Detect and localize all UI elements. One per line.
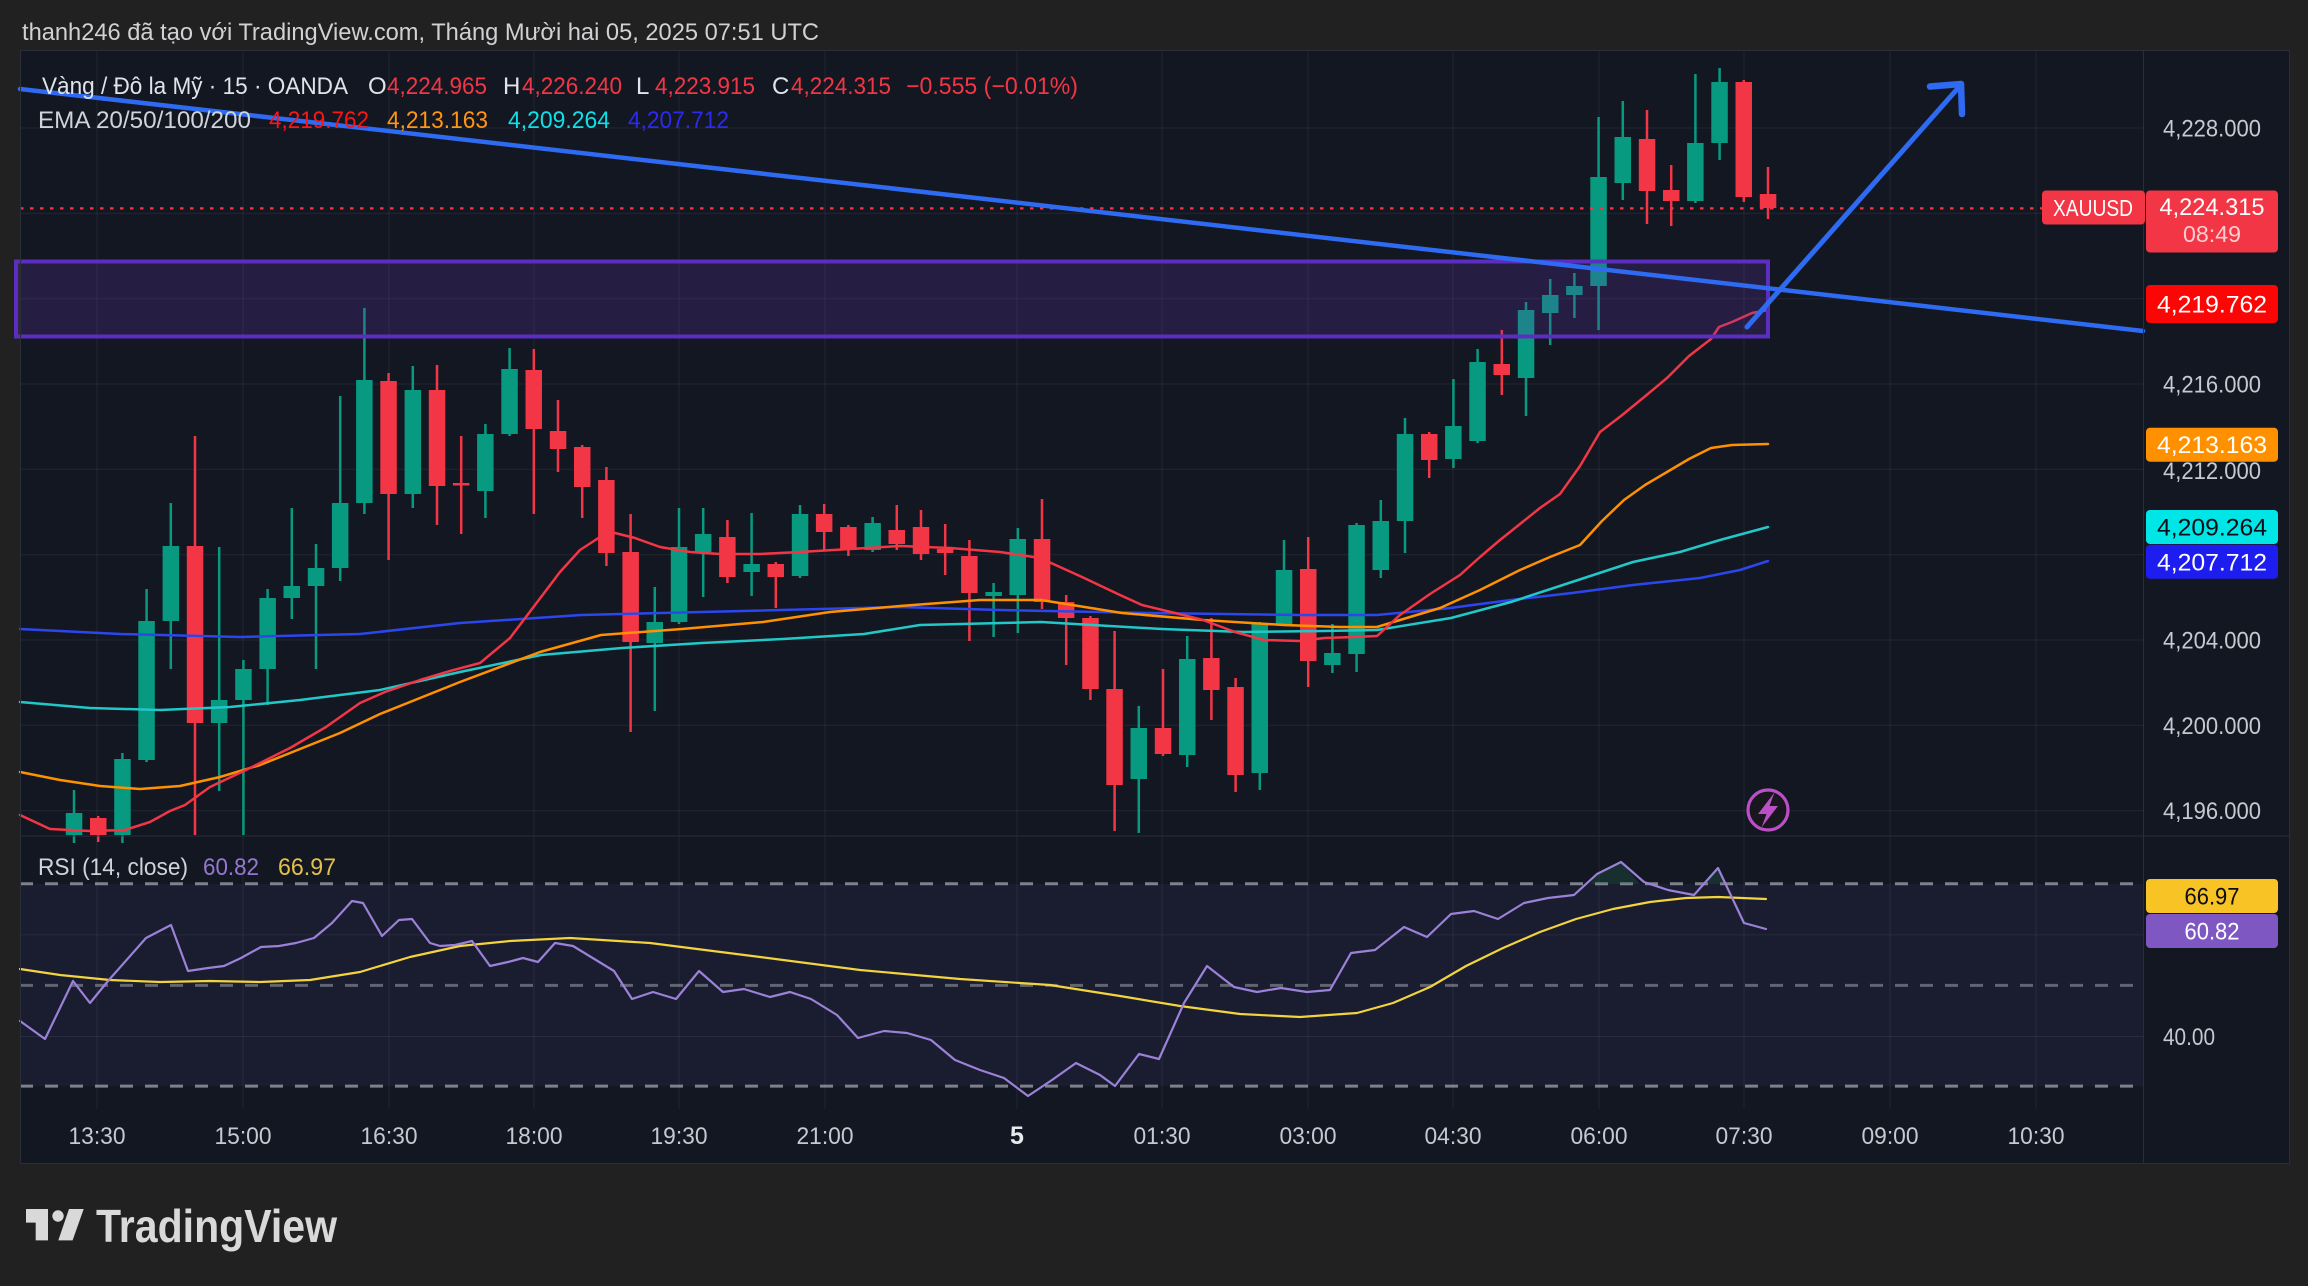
svg-text:60.82: 60.82 (203, 854, 259, 881)
svg-text:4,224.965: 4,224.965 (387, 73, 487, 100)
svg-text:4,196.000: 4,196.000 (2163, 798, 2261, 825)
svg-text:19:30: 19:30 (651, 1123, 708, 1150)
svg-text:4,200.000: 4,200.000 (2163, 713, 2261, 740)
svg-text:4,224.315: 4,224.315 (2160, 194, 2265, 221)
svg-text:XAUUSD: XAUUSD (2053, 195, 2133, 221)
svg-text:06:00: 06:00 (1571, 1123, 1628, 1150)
svg-text:4,219.762: 4,219.762 (269, 107, 369, 134)
svg-text:01:30: 01:30 (1134, 1123, 1191, 1150)
svg-text:EMA 20/50/100/200: EMA 20/50/100/200 (38, 107, 251, 134)
svg-text:04:30: 04:30 (1425, 1123, 1482, 1150)
svg-text:TradingView: TradingView (96, 1200, 337, 1252)
svg-text:4,224.315: 4,224.315 (791, 73, 891, 100)
svg-text:4,216.000: 4,216.000 (2163, 372, 2261, 399)
svg-text:60.82: 60.82 (2185, 919, 2240, 946)
svg-text:4,213.163: 4,213.163 (387, 107, 488, 134)
svg-text:L: L (636, 73, 649, 100)
svg-text:4,207.712: 4,207.712 (2157, 549, 2267, 576)
svg-text:07:30: 07:30 (1716, 1123, 1773, 1150)
svg-text:13:30: 13:30 (69, 1123, 126, 1150)
svg-text:21:00: 21:00 (797, 1123, 854, 1150)
svg-text:03:00: 03:00 (1280, 1123, 1337, 1150)
svg-text:thanh246 đã tạo với TradingVie: thanh246 đã tạo với TradingView.com, Thá… (22, 19, 819, 46)
svg-text:4,228.000: 4,228.000 (2163, 116, 2261, 143)
svg-text:4,212.000: 4,212.000 (2163, 458, 2261, 485)
svg-text:H: H (503, 73, 520, 100)
svg-text:O: O (368, 73, 387, 100)
svg-text:4,219.762: 4,219.762 (2157, 292, 2267, 319)
svg-text:4,213.163: 4,213.163 (2157, 432, 2267, 459)
svg-text:66.97: 66.97 (2185, 884, 2240, 911)
svg-text:5: 5 (1010, 1122, 1024, 1150)
svg-text:09:00: 09:00 (1862, 1123, 1919, 1150)
svg-text:18:00: 18:00 (506, 1123, 563, 1150)
svg-text:10:30: 10:30 (2008, 1123, 2065, 1150)
svg-text:C: C (772, 73, 789, 100)
svg-text:−0.555 (−0.01%): −0.555 (−0.01%) (906, 73, 1078, 100)
svg-text:4,207.712: 4,207.712 (628, 107, 729, 134)
svg-text:Vàng / Đô la Mỹ · 15 · OANDA: Vàng / Đô la Mỹ · 15 · OANDA (42, 73, 348, 100)
svg-text:4,209.264: 4,209.264 (508, 107, 610, 134)
svg-text:RSI (14, close): RSI (14, close) (38, 854, 188, 881)
svg-text:16:30: 16:30 (361, 1123, 418, 1150)
svg-text:4,209.264: 4,209.264 (2157, 515, 2267, 542)
svg-text:08:49: 08:49 (2183, 221, 2241, 247)
svg-text:40.00: 40.00 (2163, 1024, 2215, 1051)
svg-text:4,204.000: 4,204.000 (2163, 628, 2261, 655)
svg-text:4,223.915: 4,223.915 (655, 73, 755, 100)
svg-text:15:00: 15:00 (215, 1123, 272, 1150)
svg-text:4,226.240: 4,226.240 (522, 73, 622, 100)
svg-text:66.97: 66.97 (278, 854, 336, 881)
